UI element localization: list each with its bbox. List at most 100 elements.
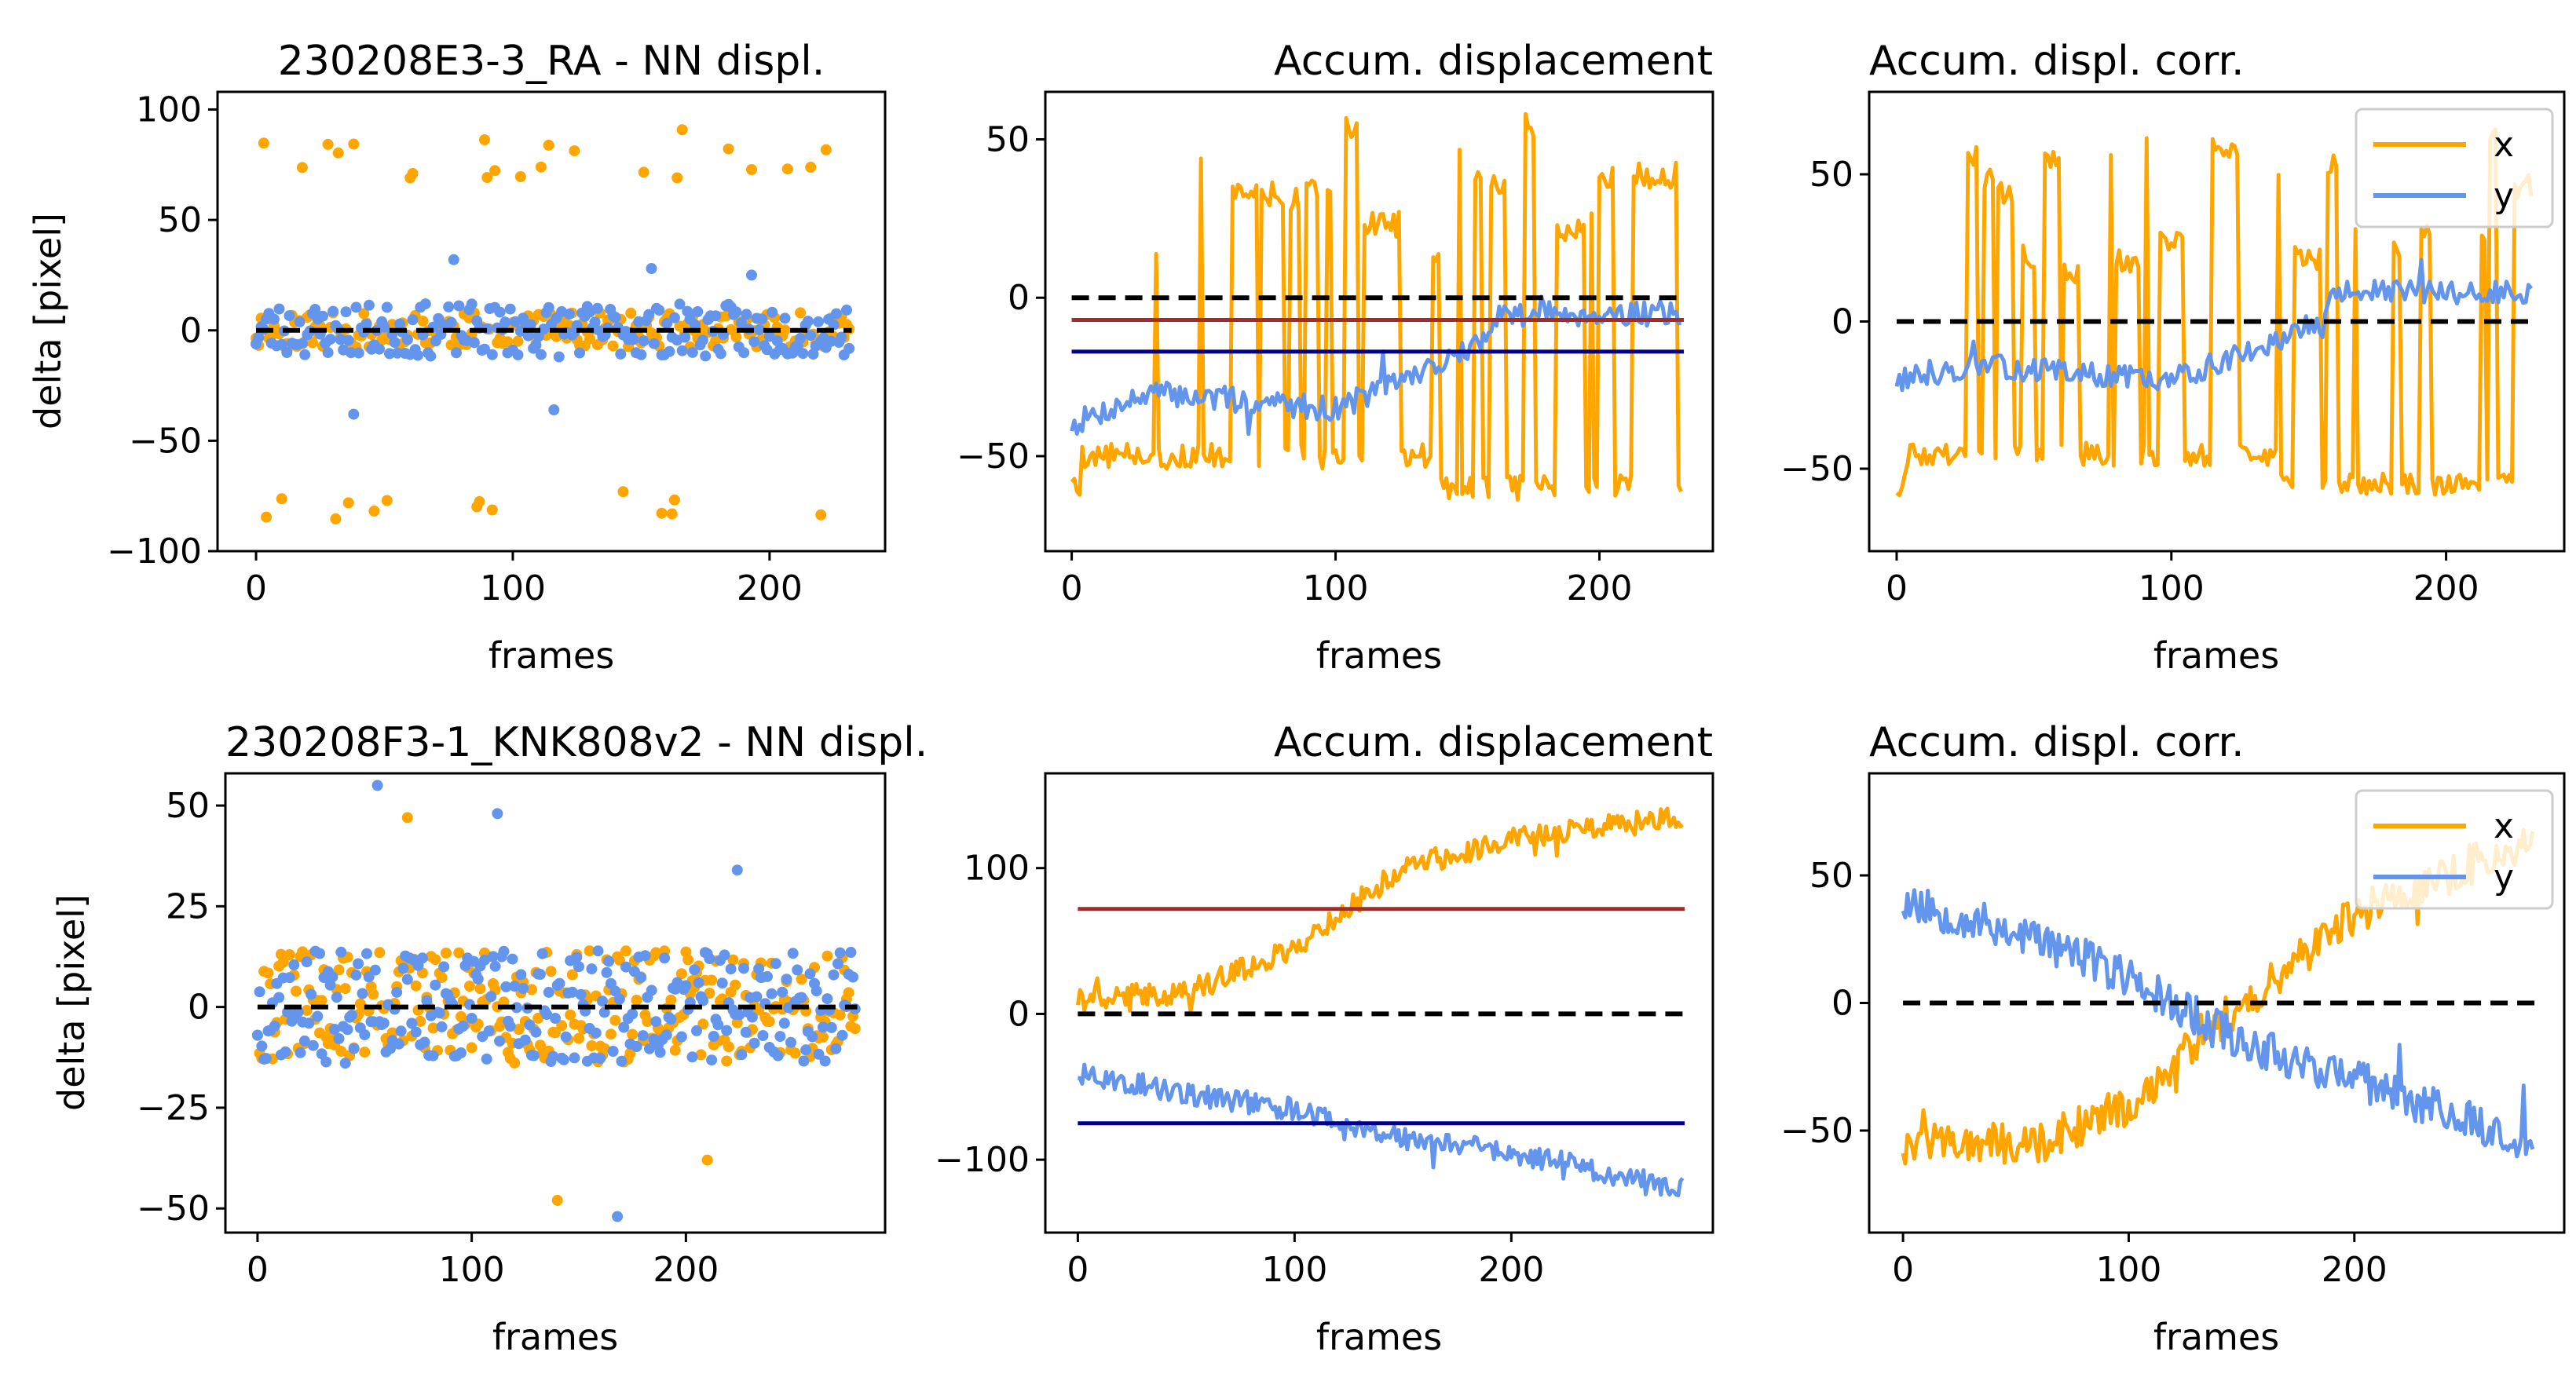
data-point (320, 1056, 332, 1068)
data-point (789, 1047, 801, 1059)
data-point (448, 254, 459, 265)
data-point (748, 336, 760, 348)
x-tick-label: 0 (1892, 1250, 1914, 1290)
data-point (665, 994, 677, 1006)
data-point (631, 994, 642, 1006)
legend-label-y: y (2494, 176, 2514, 216)
panel-r2c3: 0 100 200 −50 0 50 Accum. displ. corr. frame… (1780, 719, 2566, 1358)
data-point (466, 1013, 478, 1024)
y-axis-label: delta [pixel] (27, 213, 69, 429)
data-point (301, 1004, 313, 1016)
data-point (563, 309, 575, 320)
data-point (312, 1010, 324, 1022)
data-point (342, 497, 354, 509)
data-point (502, 336, 514, 348)
data-point (350, 969, 362, 981)
data-point (481, 172, 493, 184)
y-tick-label: 0 (188, 988, 210, 1028)
data-point (468, 337, 480, 349)
data-point (280, 1046, 291, 1058)
data-point (727, 954, 739, 966)
data-point (659, 952, 671, 964)
data-point (430, 954, 441, 966)
data-point (261, 511, 273, 523)
y-tick-label: 50 (158, 200, 202, 240)
data-point (648, 338, 660, 349)
series-x-line (1895, 127, 2534, 498)
data-point (805, 330, 817, 342)
data-point (686, 1051, 698, 1063)
data-point (419, 298, 431, 310)
data-point (391, 347, 403, 359)
data-point (849, 1023, 861, 1035)
data-point (316, 995, 327, 1007)
series-x-line (1070, 111, 1683, 502)
yticks-r2c1: −50 −25 0 25 50 (137, 786, 225, 1229)
data-point (327, 971, 338, 983)
data-point (348, 1043, 360, 1054)
data-point (374, 947, 386, 959)
data-point (524, 1019, 536, 1031)
data-point (607, 340, 619, 352)
data-point (817, 1032, 829, 1043)
data-point (486, 504, 498, 516)
x-tick-label: 200 (2322, 1250, 2388, 1290)
data-point (830, 308, 842, 320)
data-point (661, 317, 673, 329)
data-point (767, 306, 778, 318)
data-point (832, 958, 843, 970)
data-point (438, 961, 450, 973)
data-point (269, 1021, 280, 1032)
data-point (653, 305, 665, 316)
data-point (704, 988, 715, 999)
yticks-r1c3: −50 0 50 (1780, 155, 1869, 489)
data-point (330, 513, 342, 524)
data-point (401, 812, 413, 824)
data-point (715, 348, 726, 360)
y-tick-label: 100 (136, 90, 202, 130)
data-point (297, 946, 309, 958)
data-point (730, 331, 742, 343)
data-point (395, 1025, 407, 1037)
data-point (646, 263, 657, 274)
data-point (363, 971, 375, 983)
marks-r1c3 (1894, 127, 2534, 498)
data-point (421, 995, 433, 1007)
data-point (779, 312, 791, 324)
data-point (359, 1047, 371, 1058)
x-tick-label: 200 (653, 1250, 719, 1290)
data-point (787, 948, 799, 959)
data-point (680, 980, 692, 992)
data-point (335, 946, 347, 958)
data-point (821, 993, 833, 1005)
data-point (371, 780, 383, 791)
data-point (276, 338, 287, 350)
data-point (456, 1047, 467, 1058)
data-point (638, 335, 649, 347)
data-point (353, 958, 364, 970)
data-point (518, 983, 529, 994)
data-point (479, 134, 490, 145)
data-point (569, 145, 580, 157)
data-point (597, 996, 608, 1007)
data-point (591, 302, 603, 314)
data-point (427, 1022, 439, 1034)
data-point (514, 171, 526, 182)
data-point (500, 981, 512, 992)
data-point (706, 974, 718, 986)
panel-r2c2: 0 100 200 −100 0 100 Accum. displacement fra… (935, 719, 1714, 1358)
data-point (489, 165, 501, 177)
data-point (627, 1028, 639, 1040)
data-point (258, 137, 269, 149)
data-point (434, 1007, 445, 1019)
series-y-line (1078, 1062, 1685, 1198)
y-tick-label: 50 (1809, 856, 1853, 896)
data-point (828, 969, 840, 981)
data-point (512, 349, 524, 360)
data-point (358, 308, 370, 320)
data-point (798, 1055, 810, 1067)
data-point (635, 972, 647, 984)
data-point (251, 1029, 263, 1041)
data-point (746, 164, 757, 175)
data-point (751, 991, 763, 1003)
